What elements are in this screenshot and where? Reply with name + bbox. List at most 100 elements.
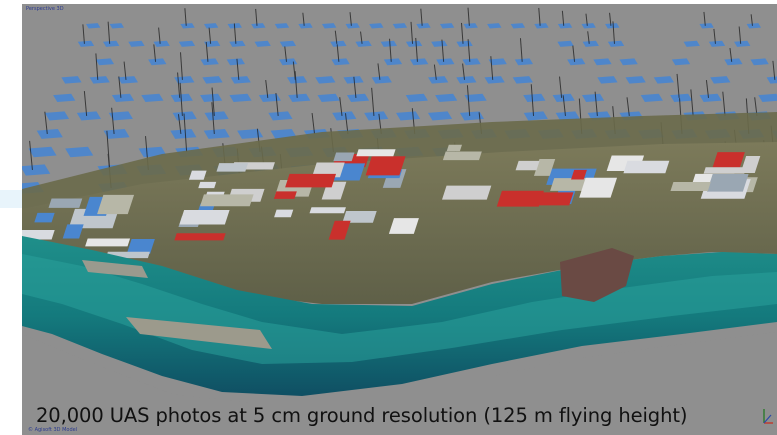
- camera-footprint: [369, 23, 384, 29]
- camera-footprint: [640, 93, 663, 103]
- camera-footprint: [22, 164, 51, 176]
- camera-stem: [562, 95, 566, 116]
- building-roof: [579, 177, 618, 198]
- camera-footprint: [462, 58, 481, 66]
- building-roof: [48, 198, 83, 208]
- camera-stem: [349, 12, 352, 26]
- camera-stem: [294, 71, 298, 98]
- building-roof: [703, 167, 747, 174]
- camera-footprint: [671, 58, 691, 66]
- camera-stem: [371, 87, 375, 116]
- camera-stem: [211, 102, 215, 134]
- camera-stem: [530, 84, 535, 116]
- camera-stem: [118, 76, 122, 98]
- camera-footprint: [203, 129, 230, 139]
- camera-stem: [336, 44, 340, 62]
- camera-footprint: [270, 129, 297, 139]
- building-roof: [623, 160, 670, 174]
- camera-stem: [561, 10, 565, 26]
- camera-footprint: [103, 129, 130, 139]
- building-roof: [356, 149, 396, 157]
- camera-footprint: [487, 23, 502, 29]
- camera-footprint: [409, 58, 429, 66]
- camera-stem: [311, 113, 316, 134]
- camera-footprint: [203, 23, 219, 29]
- building-roof: [328, 220, 351, 240]
- camera-footprint: [605, 23, 620, 29]
- camera-footprint: [396, 111, 421, 121]
- building-roof: [179, 210, 230, 225]
- camera-footprint: [464, 93, 487, 103]
- pier-2: [82, 260, 148, 278]
- camera-footprint: [315, 76, 336, 84]
- camera-footprint: [619, 58, 638, 66]
- camera-footprint: [279, 40, 297, 47]
- shipwreck: [560, 248, 634, 302]
- camera-footprint: [86, 23, 101, 29]
- camera-stem: [111, 107, 115, 134]
- building-roof: [515, 160, 540, 171]
- axis-gizmo-icon[interactable]: [761, 405, 775, 427]
- camera-footprint: [510, 23, 526, 29]
- camera-footprint: [103, 40, 120, 47]
- camera-stem: [389, 38, 392, 62]
- camera-footprint: [699, 93, 722, 103]
- camera-stem: [183, 113, 188, 152]
- camera-footprint: [141, 93, 164, 103]
- camera-footprint: [582, 40, 599, 47]
- camera-footprint: [371, 76, 392, 84]
- camera-stem: [211, 87, 215, 116]
- buildings: [22, 144, 761, 259]
- camera-footprint: [463, 23, 478, 29]
- camera-footprint: [180, 23, 195, 29]
- camera-footprint: [268, 111, 293, 121]
- camera-stem: [467, 39, 471, 62]
- camera-footprint: [734, 40, 751, 47]
- model-viewport[interactable]: Perspective 3D © Agisoft 3D Model 20,000…: [22, 4, 777, 435]
- building-roof: [126, 239, 155, 255]
- camera-footprint: [380, 40, 398, 47]
- point-cloud-scene: [22, 4, 777, 435]
- building-roof: [198, 181, 217, 189]
- building-roof: [442, 185, 492, 200]
- camera-footprint: [76, 111, 101, 121]
- camera-stem: [177, 72, 181, 98]
- camera-stem: [420, 8, 423, 26]
- camera-stem: [236, 58, 240, 80]
- camera-footprint: [746, 23, 762, 29]
- building-roof: [446, 144, 462, 152]
- camera-stem: [377, 63, 381, 80]
- camera-stem: [158, 27, 161, 44]
- camera-stem: [519, 38, 523, 62]
- camera-footprint: [435, 93, 458, 103]
- camera-stem: [339, 97, 343, 116]
- building-roof: [706, 173, 749, 192]
- camera-footprint: [345, 23, 360, 29]
- camera-footprint: [383, 58, 403, 66]
- camera-stem: [177, 114, 182, 134]
- camera-stem: [360, 31, 363, 44]
- camera-stem: [95, 53, 99, 80]
- camera-footprint: [428, 76, 449, 84]
- camera-footprint: [456, 76, 477, 84]
- camera-footprint: [724, 58, 743, 66]
- camera-stem: [772, 60, 776, 80]
- camera-footprint: [77, 40, 95, 47]
- camera-stem: [233, 23, 237, 44]
- camera-footprint: [330, 40, 347, 47]
- camera-footprint: [258, 93, 281, 103]
- camera-footprint: [174, 76, 195, 84]
- camera-footprint: [111, 93, 135, 103]
- camera-footprint: [109, 23, 124, 29]
- camera-footprint: [204, 111, 229, 121]
- building-roof: [174, 233, 226, 241]
- camera-footprint: [593, 58, 612, 66]
- building-roof: [85, 238, 131, 247]
- building-roof: [188, 170, 207, 180]
- camera-stem: [626, 97, 630, 116]
- camera-stem: [44, 111, 48, 134]
- camera-footprint: [436, 58, 455, 66]
- camera-stem: [612, 21, 615, 44]
- camera-footprint: [170, 93, 193, 103]
- camera-stem: [729, 48, 733, 62]
